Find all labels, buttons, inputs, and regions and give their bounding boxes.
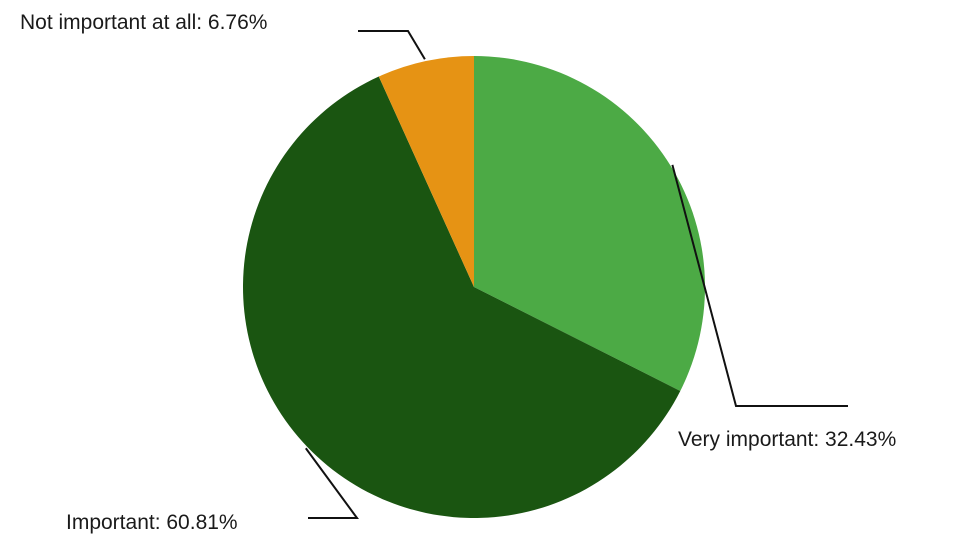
pie-slice-very-important bbox=[474, 56, 705, 391]
leader-line-important bbox=[305, 447, 359, 519]
slice-labels: Very important: 32.43% Important: 60.81%… bbox=[20, 11, 896, 534]
pie-slice-important bbox=[242, 76, 681, 519]
leader-line-not-important-at-all bbox=[358, 30, 426, 60]
slice-label-not-important-at-all: Not important at all: 6.76% bbox=[20, 11, 267, 34]
slice-label-important: Important: 60.81% bbox=[66, 511, 238, 534]
leader-line-very-important bbox=[671, 164, 848, 407]
pie-slices bbox=[242, 56, 705, 519]
slice-label-very-important: Very important: 32.43% bbox=[678, 428, 896, 451]
pie-slice-not-important-at-all bbox=[378, 56, 474, 287]
leader-lines bbox=[305, 30, 848, 519]
